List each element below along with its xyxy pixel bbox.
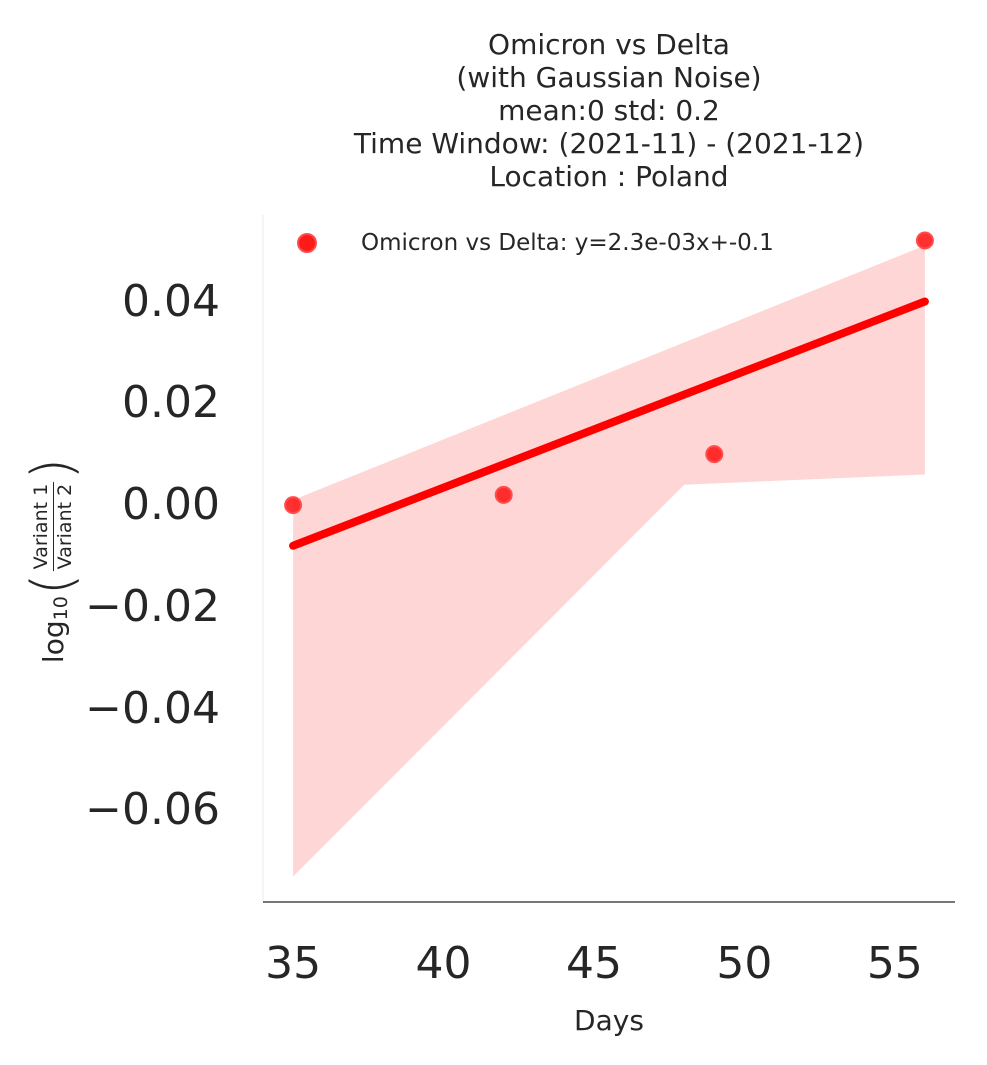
title-line-3: mean:0 std: 0.2 — [498, 94, 720, 127]
x-tick-label: 50 — [716, 938, 773, 989]
y-tick-label: 0.02 — [122, 377, 220, 429]
legend: Omicron vs Delta: y=2.3e-03x+-0.1 — [295, 230, 774, 256]
confidence-band-layer — [293, 245, 925, 877]
confidence-band — [293, 245, 925, 877]
data-point-4 — [915, 231, 934, 250]
regression-line — [289, 297, 929, 550]
data-point-3 — [705, 445, 724, 464]
y-tick-label: −0.02 — [85, 580, 220, 632]
ylabel-denominator: Variant 2 — [53, 483, 76, 570]
x-tick-label: 35 — [265, 938, 322, 989]
legend-marker-icon — [297, 233, 317, 253]
title-line-5: Location : Poland — [489, 160, 729, 193]
x-tick-label: 45 — [565, 938, 622, 989]
y-axis-label: log 10 ( Variant 1 Variant 2 ) — [20, 457, 85, 664]
ylabel-open-paren: ( — [20, 573, 85, 596]
fit-line-layer — [289, 297, 929, 550]
data-point-2 — [494, 485, 513, 504]
data-points-layer — [284, 231, 934, 515]
ylabel-close-paren: ) — [20, 457, 85, 480]
title-line-2: (with Gaussian Noise) — [456, 61, 762, 94]
data-point-1 — [284, 496, 303, 515]
ylabel-log: log — [36, 620, 70, 664]
y-tick-label: −0.04 — [85, 682, 220, 734]
x-axis-label: Days — [574, 1004, 644, 1037]
x-tick-label: 55 — [866, 938, 923, 989]
legend-label: Omicron vs Delta: y=2.3e-03x+-0.1 — [361, 230, 774, 256]
ylabel-numerator: Variant 1 — [29, 481, 54, 572]
x-tick-label: 40 — [415, 938, 472, 989]
title-line-1: Omicron vs Delta — [488, 28, 730, 61]
y-tick-label: 0.00 — [122, 479, 220, 531]
ylabel-subscript: 10 — [50, 596, 72, 621]
y-tick-label: −0.06 — [85, 784, 220, 836]
title-line-4: Time Window: (2021-11) - (2021-12) — [353, 127, 865, 160]
y-tick-label: 0.04 — [122, 275, 220, 327]
ylabel-fraction: Variant 1 Variant 2 — [29, 481, 76, 572]
